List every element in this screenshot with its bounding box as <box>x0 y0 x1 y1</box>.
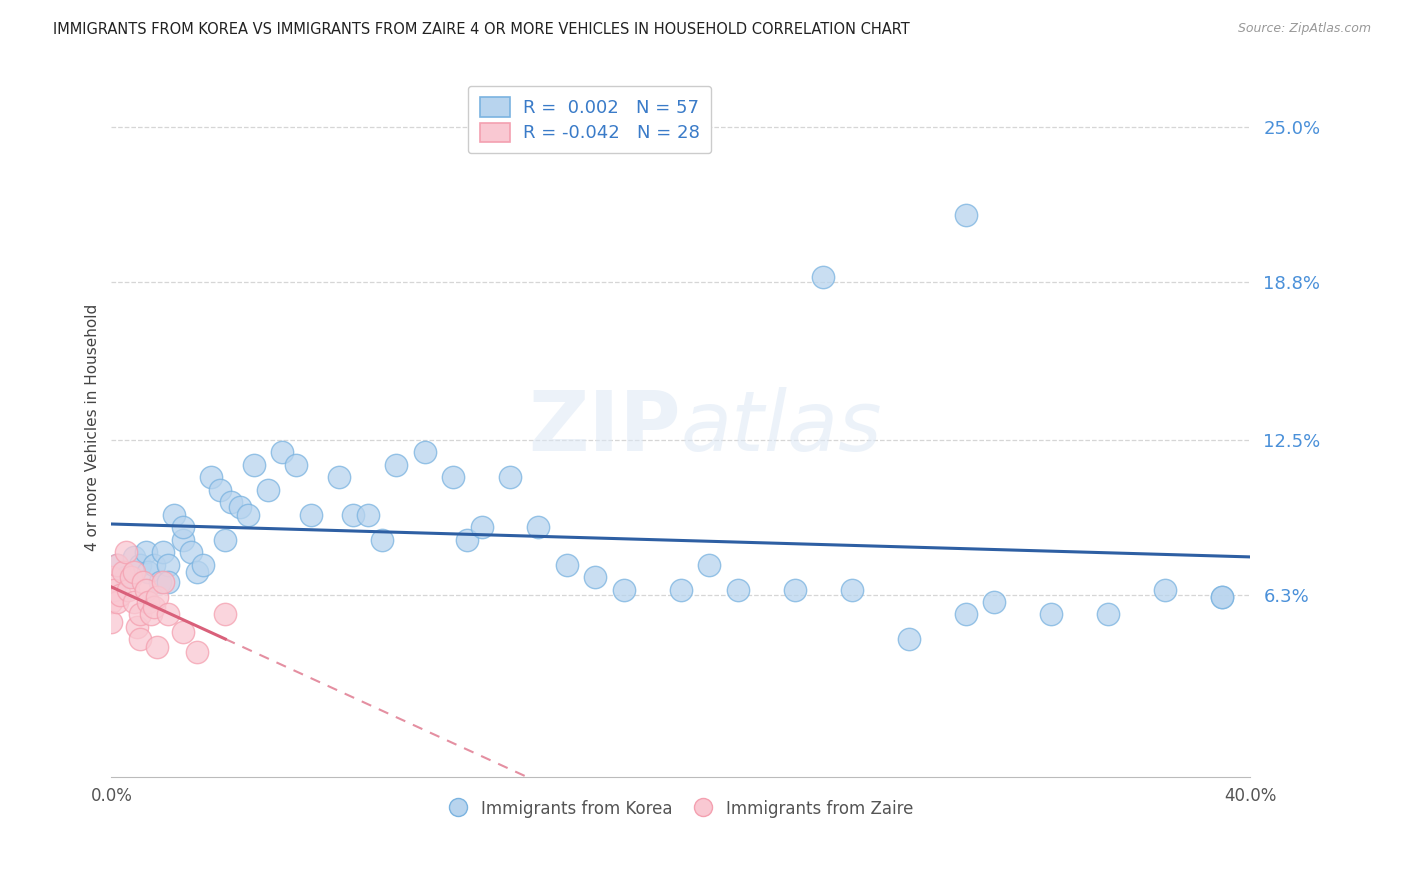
Point <box>214 607 236 622</box>
Point <box>583 570 606 584</box>
Point <box>100 615 122 629</box>
Point <box>172 625 194 640</box>
Point <box>328 470 350 484</box>
Point <box>138 595 160 609</box>
Point <box>186 565 208 579</box>
Point <box>456 533 478 547</box>
Point <box>236 508 259 522</box>
Point <box>157 574 180 589</box>
Point <box>128 558 150 572</box>
Point <box>242 458 264 472</box>
Point <box>128 607 150 622</box>
Point <box>356 508 378 522</box>
Point <box>897 632 920 647</box>
Point <box>114 570 136 584</box>
Point <box>342 508 364 522</box>
Point <box>371 533 394 547</box>
Text: atlas: atlas <box>681 386 883 467</box>
Point <box>135 545 157 559</box>
Point <box>555 558 578 572</box>
Point <box>613 582 636 597</box>
Point <box>385 458 408 472</box>
Point <box>955 607 977 622</box>
Point <box>122 595 145 609</box>
Point <box>1211 590 1233 604</box>
Point <box>1039 607 1062 622</box>
Point <box>499 470 522 484</box>
Point <box>163 508 186 522</box>
Point <box>257 483 280 497</box>
Point <box>200 470 222 484</box>
Text: Source: ZipAtlas.com: Source: ZipAtlas.com <box>1237 22 1371 36</box>
Point <box>135 582 157 597</box>
Point <box>470 520 492 534</box>
Point <box>157 607 180 622</box>
Point <box>111 565 134 579</box>
Point <box>697 558 720 572</box>
Point <box>149 574 172 589</box>
Point <box>1097 607 1119 622</box>
Point <box>208 483 231 497</box>
Point <box>105 558 128 572</box>
Point <box>146 640 169 654</box>
Point <box>727 582 749 597</box>
Point <box>105 558 128 572</box>
Point <box>172 533 194 547</box>
Point <box>180 545 202 559</box>
Point <box>143 558 166 572</box>
Point <box>114 545 136 559</box>
Point <box>138 565 160 579</box>
Point <box>955 208 977 222</box>
Point <box>122 565 145 579</box>
Point <box>132 574 155 589</box>
Point <box>441 470 464 484</box>
Point <box>186 645 208 659</box>
Point <box>146 590 169 604</box>
Point <box>172 520 194 534</box>
Point <box>214 533 236 547</box>
Point <box>299 508 322 522</box>
Point <box>122 549 145 564</box>
Point <box>128 632 150 647</box>
Point <box>841 582 863 597</box>
Point <box>141 607 163 622</box>
Point <box>120 570 142 584</box>
Point <box>157 558 180 572</box>
Point <box>100 595 122 609</box>
Y-axis label: 4 or more Vehicles in Household: 4 or more Vehicles in Household <box>86 303 100 550</box>
Point <box>152 574 174 589</box>
Point <box>100 570 122 584</box>
Point <box>285 458 308 472</box>
Point <box>1153 582 1175 597</box>
Legend: Immigrants from Korea, Immigrants from Zaire: Immigrants from Korea, Immigrants from Z… <box>441 793 921 824</box>
Point <box>219 495 242 509</box>
Point <box>105 595 128 609</box>
Point <box>108 587 131 601</box>
Point <box>669 582 692 597</box>
Point <box>152 545 174 559</box>
Point <box>413 445 436 459</box>
Point <box>983 595 1005 609</box>
Point <box>125 620 148 634</box>
Point <box>117 582 139 597</box>
Point <box>191 558 214 572</box>
Point <box>1211 590 1233 604</box>
Point <box>228 500 250 514</box>
Point <box>143 599 166 614</box>
Point <box>811 270 834 285</box>
Text: IMMIGRANTS FROM KOREA VS IMMIGRANTS FROM ZAIRE 4 OR MORE VEHICLES IN HOUSEHOLD C: IMMIGRANTS FROM KOREA VS IMMIGRANTS FROM… <box>53 22 910 37</box>
Point <box>783 582 806 597</box>
Point <box>103 582 125 597</box>
Point <box>271 445 294 459</box>
Text: ZIP: ZIP <box>529 386 681 467</box>
Point <box>527 520 550 534</box>
